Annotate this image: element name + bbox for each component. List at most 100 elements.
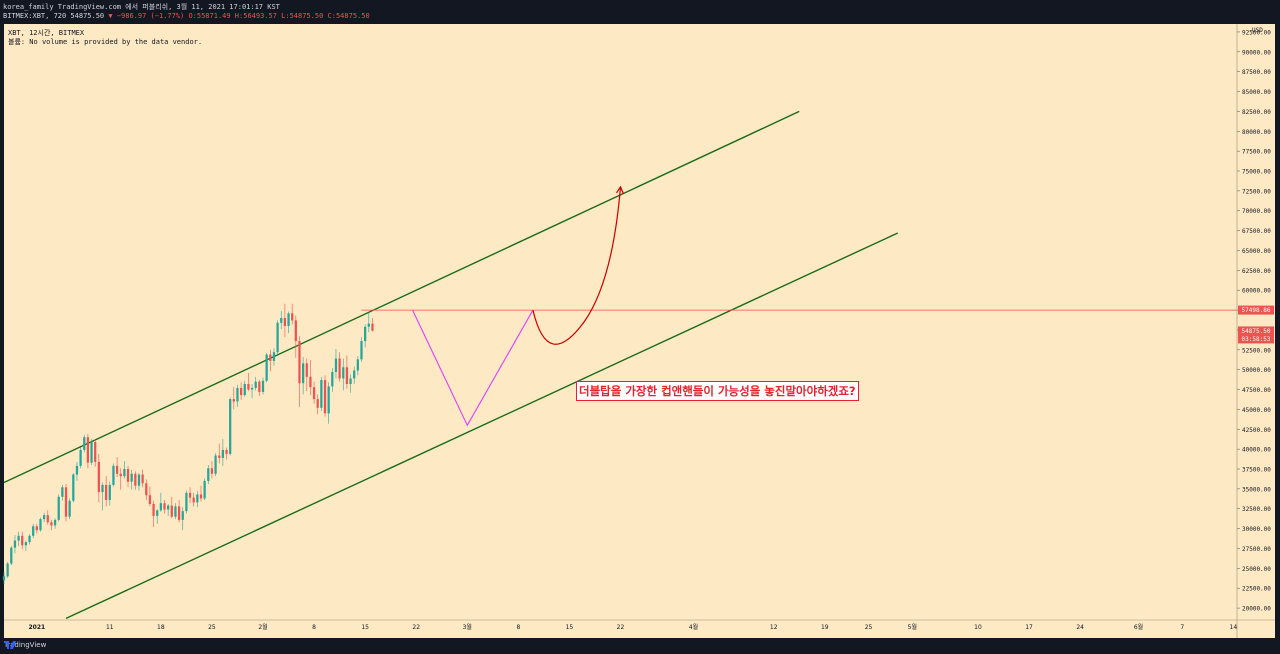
y-tick-label: 20000.00 — [1242, 606, 1271, 613]
candle-body — [349, 378, 352, 384]
candle-body — [185, 492, 188, 512]
candle-body — [364, 326, 367, 342]
candle-body — [83, 437, 86, 450]
x-tick-label: 24 — [1076, 624, 1084, 631]
y-tick-label: 92500.00 — [1242, 29, 1271, 36]
candle-body — [148, 495, 152, 504]
candle-body — [323, 380, 327, 414]
y-tick-label: 45000.00 — [1242, 407, 1271, 414]
candle-body — [345, 367, 349, 384]
candle-body — [239, 387, 243, 396]
candle-body — [181, 511, 184, 520]
candle-body — [72, 474, 75, 501]
x-tick-label: 18 — [157, 624, 165, 631]
annotation-callout[interactable]: 더블탑을 가장한 컵앤핸들이 가능성을 놓진말아야하겠죠? — [576, 381, 859, 401]
candle-body — [338, 358, 341, 379]
candle-body — [316, 399, 319, 408]
candle-body — [254, 381, 257, 388]
y-tick-label: 35000.00 — [1242, 486, 1271, 493]
x-tick-label: 22 — [617, 624, 625, 631]
candle-body — [94, 441, 97, 462]
candle-body — [167, 505, 170, 510]
candle-body — [360, 341, 363, 360]
x-tick-label: 22 — [412, 624, 420, 631]
y-tick-label: 40000.00 — [1242, 447, 1271, 454]
y-tick-label: 85000.00 — [1242, 89, 1271, 96]
candle-body — [225, 449, 228, 454]
channel-upper-line — [3, 110, 800, 484]
candle-body — [218, 455, 221, 458]
candle-body — [21, 535, 24, 546]
x-tick-label: 6월 — [1134, 623, 1143, 631]
y-tick-label: 50000.00 — [1242, 367, 1271, 374]
x-tick-label: 8 — [312, 624, 316, 631]
y-tick-label: 42500.00 — [1242, 427, 1271, 434]
candle-body — [294, 320, 297, 342]
candle-body — [261, 380, 265, 392]
projection-arrow — [532, 186, 622, 345]
tradingview-logo-icon — [4, 641, 16, 649]
candle-body — [232, 399, 235, 402]
candle-body — [90, 441, 93, 463]
chart-title: XBT, 12시간, BITMEX — [8, 29, 85, 37]
y-tick-label: 62500.00 — [1242, 268, 1271, 275]
candle-body — [156, 510, 159, 516]
candle-body — [331, 372, 334, 387]
price-label-box — [1238, 326, 1274, 344]
candle-body — [130, 473, 133, 482]
candle-body — [276, 322, 279, 353]
x-tick-label: 5월 — [908, 623, 917, 631]
y-tick-label: 52500.00 — [1242, 347, 1271, 354]
candle-body — [265, 354, 268, 381]
candle-body — [305, 363, 308, 377]
y-tick-label: 77500.00 — [1242, 149, 1271, 156]
y-tick-label: 27500.00 — [1242, 546, 1271, 553]
candle-body — [145, 483, 148, 496]
candle-body — [283, 318, 287, 326]
candle-body — [192, 497, 195, 503]
price-label-box — [1238, 305, 1274, 315]
candle-body — [327, 386, 330, 414]
candle-body — [119, 473, 122, 477]
candle-body — [298, 341, 301, 384]
y-tick-label: 25000.00 — [1242, 566, 1271, 573]
candle-body — [177, 506, 181, 520]
candle-body — [75, 465, 79, 475]
candle-body — [105, 484, 108, 501]
brand-label: TradingView — [4, 641, 47, 649]
candle-body — [2, 576, 6, 581]
candle-body — [42, 515, 46, 520]
footer-bar: TradingView — [0, 638, 1280, 654]
double-top-pattern-line — [412, 309, 534, 427]
candle-body — [309, 376, 312, 388]
candle-body — [64, 487, 68, 517]
candle-body — [101, 484, 104, 493]
volume-note: 볼륨: No volume is provided by the data ve… — [8, 38, 203, 46]
candle-body — [46, 515, 49, 523]
y-tick-label: 72500.00 — [1242, 188, 1271, 195]
candle-body — [312, 387, 316, 400]
chart-area[interactable] — [4, 24, 1275, 638]
candle-body — [320, 380, 323, 408]
candle-body — [174, 506, 177, 517]
candle-body — [152, 503, 155, 516]
candle-body — [272, 352, 276, 361]
y-tick-label: 80000.00 — [1242, 129, 1271, 136]
candle-body — [141, 474, 144, 484]
x-tick-label: 11 — [106, 624, 114, 631]
right-edge — [1275, 24, 1280, 638]
x-tick-label: 2021 — [28, 624, 45, 631]
candle-body — [250, 387, 254, 390]
candle-body — [236, 387, 239, 402]
candle-body — [301, 363, 305, 384]
symbol-info: BITMEX:XBT, 720 54875.50 ▼ −986.97 (−1.7… — [3, 12, 370, 21]
candle-body — [39, 519, 42, 531]
candle-body — [371, 323, 374, 331]
candle-body — [32, 526, 35, 536]
chart-info: XBT, 12시간, BITMEX 볼륨: No volume is provi… — [8, 29, 202, 47]
y-tick-label: 30000.00 — [1242, 526, 1271, 533]
candle-body — [159, 503, 162, 511]
tradingview-logo[interactable]: TradingView — [4, 641, 46, 649]
candle-body — [24, 542, 28, 546]
